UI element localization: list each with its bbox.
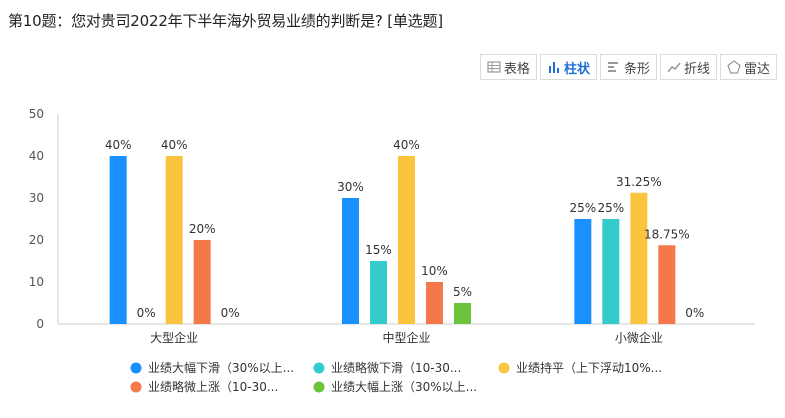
line-chart-icon <box>667 62 681 73</box>
bar <box>426 282 443 324</box>
bar <box>454 303 471 324</box>
y-tick-label: 50 <box>29 107 44 121</box>
data-label: 0% <box>137 306 156 320</box>
table-view-button[interactable]: 表格 <box>479 54 537 80</box>
radar-chart-label: 雷达 <box>743 61 770 77</box>
horizontal-bar-icon <box>607 62 618 72</box>
data-label: 25% <box>597 201 624 215</box>
data-label: 31.25% <box>616 175 662 189</box>
radar-chart-button[interactable]: 雷达 <box>719 54 777 80</box>
radar-icon <box>727 60 741 74</box>
line-chart-button[interactable]: 折线 <box>659 54 717 80</box>
data-label: 5% <box>453 285 472 299</box>
bar <box>398 156 415 324</box>
legend-label: 业绩略微上涨（10-30... <box>148 379 278 394</box>
data-label: 20% <box>189 222 216 236</box>
y-tick-label: 10 <box>29 275 44 289</box>
horizontal-bar-label: 条形 <box>623 61 650 77</box>
legend-label: 业绩大幅下滑（30%以上... <box>148 360 294 375</box>
legend-marker <box>130 362 142 374</box>
bar-chart-icon <box>548 62 559 73</box>
data-label: 25% <box>569 201 596 215</box>
data-label: 15% <box>365 243 392 257</box>
y-tick-label: 30 <box>29 191 44 205</box>
y-tick-label: 20 <box>29 233 44 247</box>
data-label: 30% <box>337 180 364 194</box>
table-view-label: 表格 <box>503 61 530 77</box>
bar-chart-button[interactable]: 柱状 <box>539 54 597 80</box>
legend-label: 业绩持平（上下浮动10%... <box>516 360 662 375</box>
bar <box>370 261 387 324</box>
horizontal-bar-button[interactable]: 条形 <box>599 54 657 80</box>
legend-marker <box>130 381 142 393</box>
y-tick-label: 40 <box>29 149 44 163</box>
x-tick-label: 大型企业 <box>150 330 198 345</box>
legend-marker <box>313 381 325 393</box>
x-tick-label: 中型企业 <box>382 330 430 345</box>
bar <box>630 192 648 324</box>
chart-type-toolbar: 表格 柱状 条形 折线 雷达 <box>479 54 777 80</box>
bar <box>109 156 127 324</box>
bar <box>658 245 676 324</box>
question-title: 第10题：您对贵司2022年下半年海外贸易业绩的判断是? [单选题] <box>8 12 443 30</box>
bar <box>602 219 620 324</box>
x-tick-label: 小微企业 <box>615 330 663 345</box>
data-label: 40% <box>161 138 188 152</box>
y-tick-label: 0 <box>36 317 44 331</box>
bar-chart: 0 10 20 30 40 50 40% 0% 40% 20% 0% 大型企业 30% 15% 40% 10%… <box>0 95 785 414</box>
bar <box>193 240 211 324</box>
legend-marker <box>313 362 325 374</box>
bar-chart-svg: 0 10 20 30 40 50 40% 0% 40% 20% 0% 大型企业 30% 15% 40% 10%… <box>29 107 755 394</box>
data-label: 0% <box>685 306 704 320</box>
data-label: 10% <box>421 264 448 278</box>
data-label: 40% <box>393 138 420 152</box>
data-label: 18.75% <box>644 227 690 241</box>
legend-label: 业绩略微下滑（10-30... <box>331 360 461 375</box>
legend-marker <box>498 362 510 374</box>
line-chart-label: 折线 <box>683 61 710 77</box>
legend-label: 业绩大幅上涨（30%以上... <box>331 379 477 394</box>
bar <box>165 156 183 324</box>
data-label: 0% <box>221 306 240 320</box>
data-label: 40% <box>105 138 132 152</box>
bar <box>574 219 592 324</box>
bar-chart-label: 柱状 <box>563 61 590 77</box>
bar <box>342 198 359 324</box>
table-icon <box>487 61 501 73</box>
